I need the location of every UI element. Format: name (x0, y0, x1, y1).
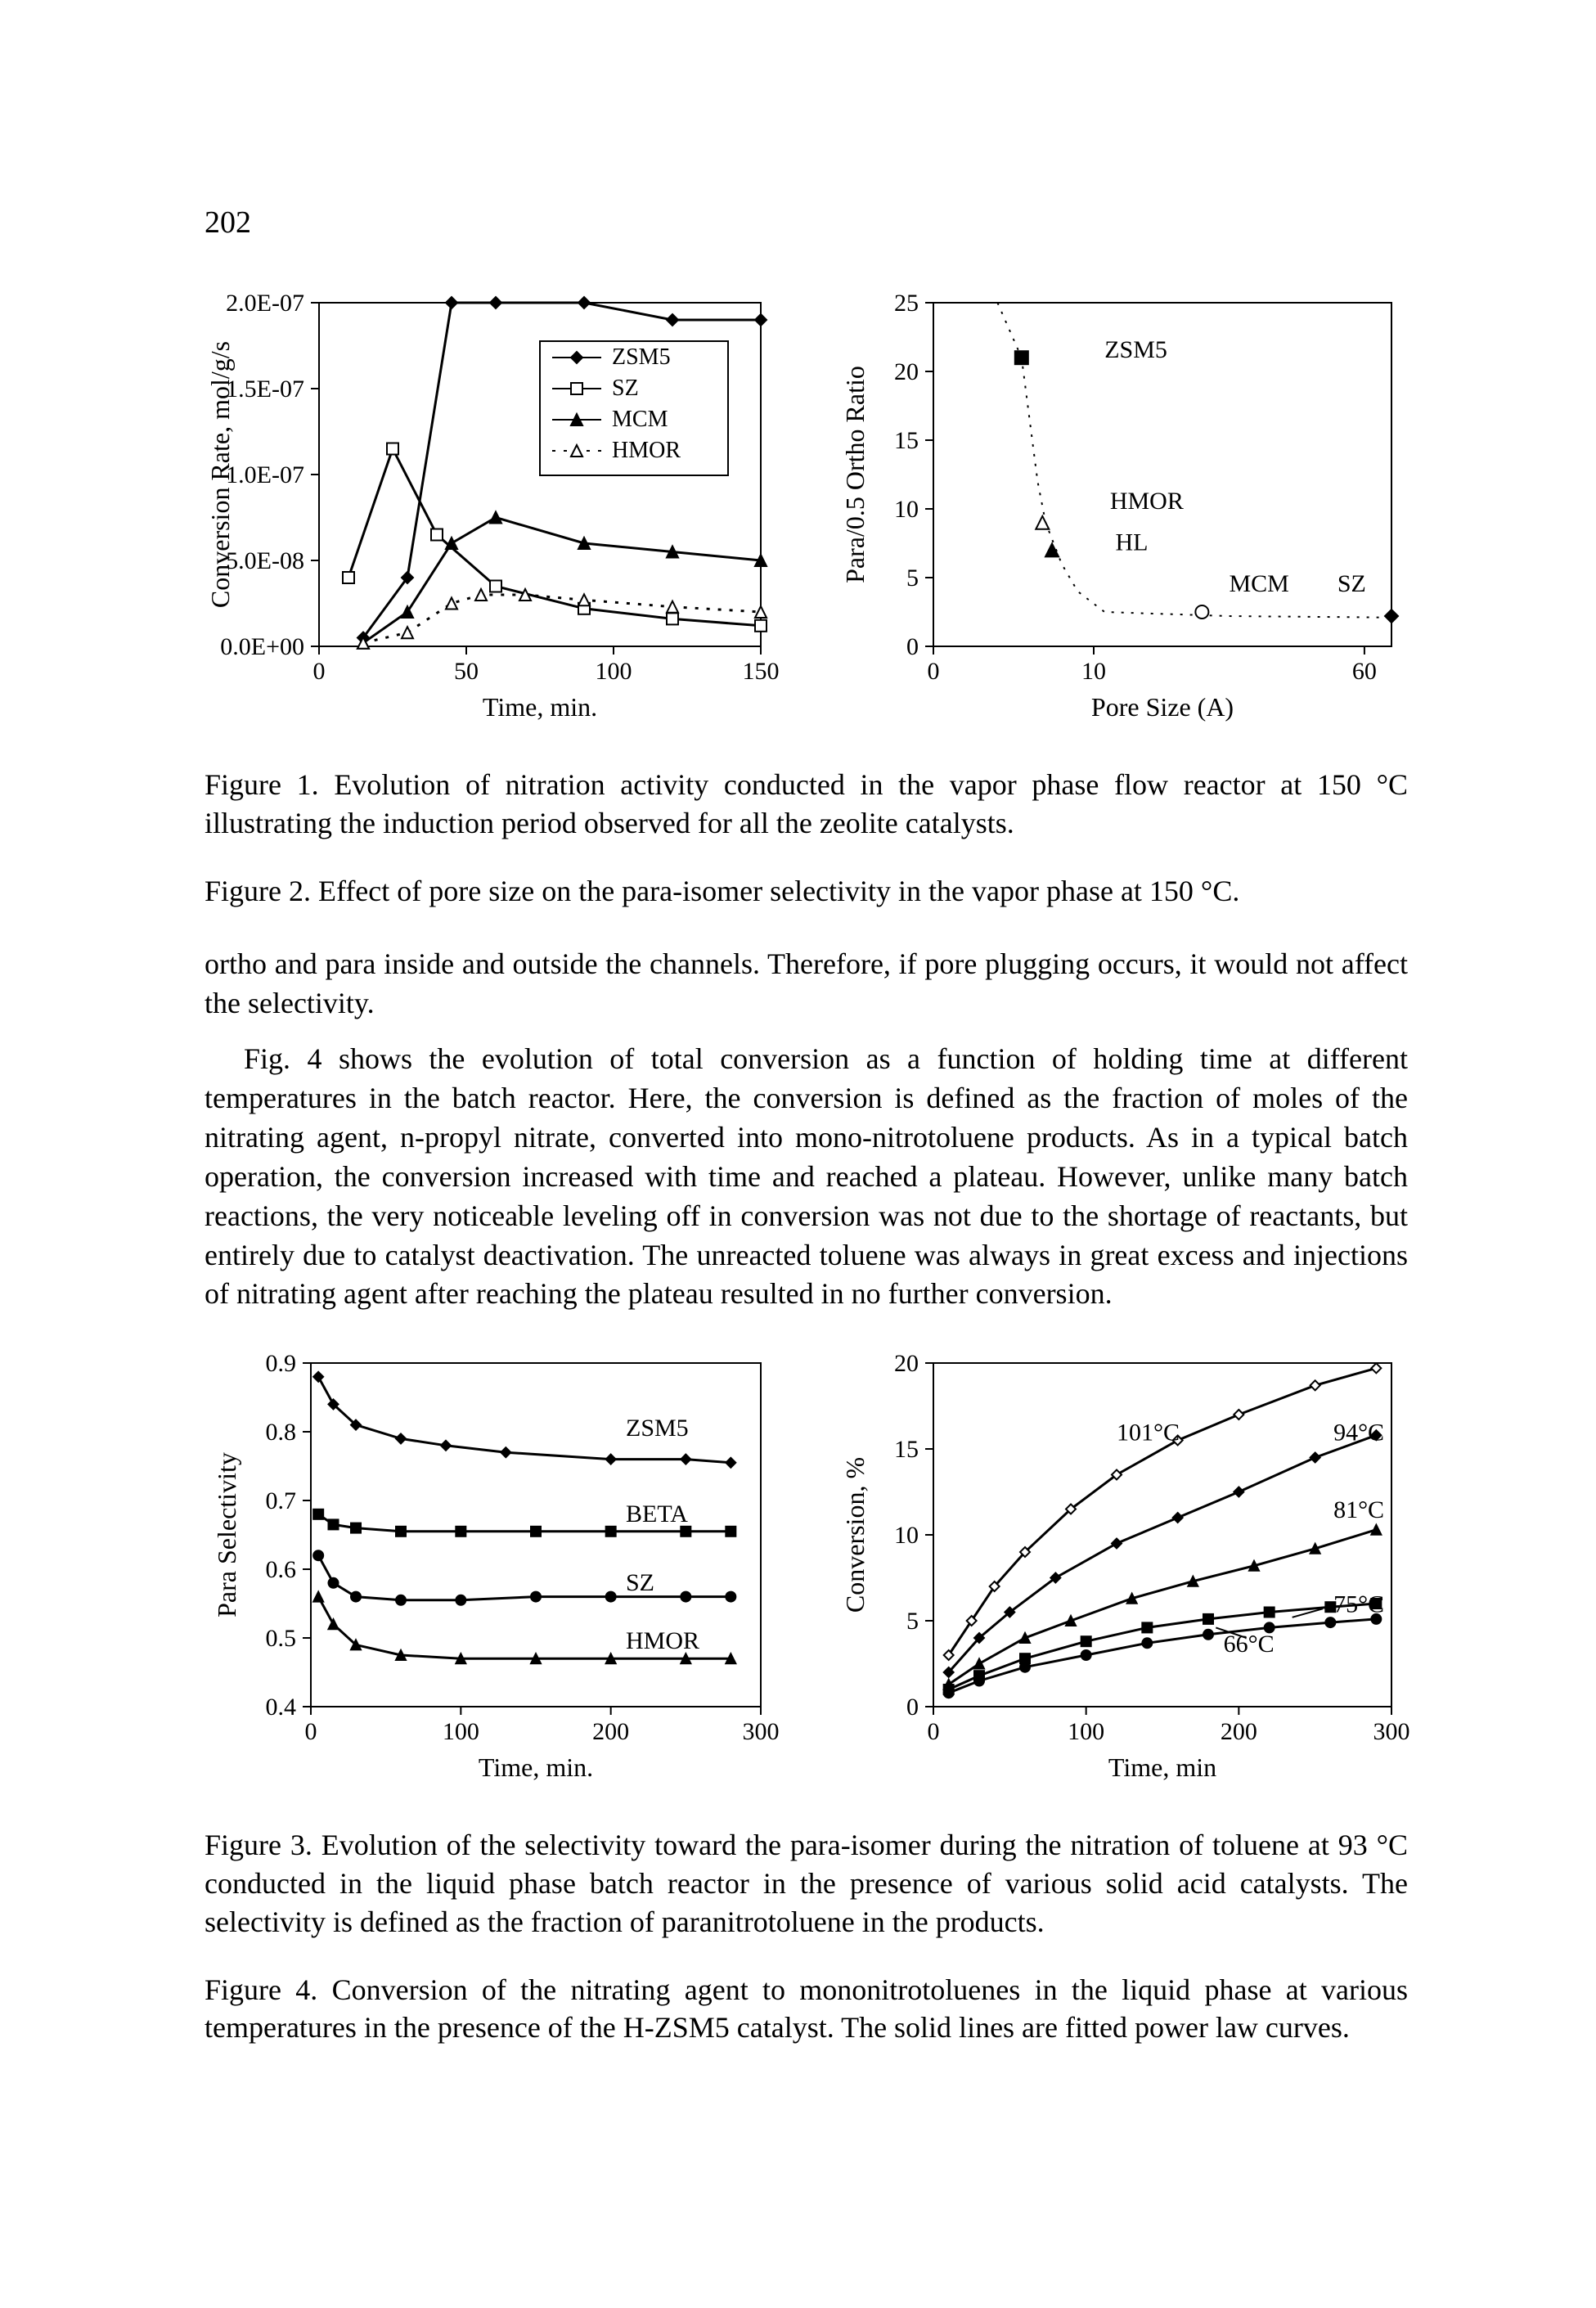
svg-text:75°C: 75°C (1333, 1591, 1384, 1618)
svg-text:5: 5 (906, 565, 919, 592)
figure-3-caption: Figure 3. Evolution of the selectivity t… (205, 1826, 1408, 1941)
figures-row-2: 01002003000.40.50.60.70.80.9Time, min.Pa… (205, 1347, 1408, 1797)
svg-text:0.6: 0.6 (266, 1556, 297, 1583)
svg-text:MCM: MCM (612, 407, 668, 432)
svg-text:0: 0 (313, 658, 326, 685)
figure-2: 0 10 60 0 5 10 15 20 25 Pore Size (A) Para/0.5 Ort… (835, 286, 1408, 736)
svg-text:300: 300 (743, 1718, 780, 1745)
svg-text:SZ: SZ (612, 376, 639, 401)
svg-text:0: 0 (906, 1694, 919, 1721)
svg-text:SZ: SZ (1337, 570, 1366, 597)
svg-text:1.0E-07: 1.0E-07 (226, 461, 304, 488)
svg-text:200: 200 (592, 1718, 629, 1745)
svg-text:300: 300 (1373, 1718, 1410, 1745)
svg-text:ZSM5: ZSM5 (612, 344, 671, 370)
svg-text:0: 0 (928, 1718, 940, 1745)
svg-text:SZ: SZ (626, 1569, 654, 1596)
svg-text:81°C: 81°C (1333, 1496, 1384, 1523)
svg-text:10: 10 (1081, 658, 1106, 685)
svg-text:Time, min.: Time, min. (479, 1752, 593, 1782)
figure-4-caption: Figure 4. Conversion of the nitrating ag… (205, 1971, 1408, 2048)
svg-text:150: 150 (743, 658, 780, 685)
svg-text:20: 20 (894, 1350, 919, 1377)
svg-text:5.0E-08: 5.0E-08 (226, 547, 304, 574)
paragraph-1: ortho and para inside and outside the ch… (205, 945, 1408, 1024)
svg-text:50: 50 (454, 658, 479, 685)
svg-text:0.9: 0.9 (266, 1350, 297, 1377)
svg-text:15: 15 (894, 1436, 919, 1463)
figures-row-1: 0501001500.0E+005.0E-081.0E-071.5E-072.0… (205, 286, 1408, 736)
svg-text:HMOR: HMOR (626, 1627, 699, 1654)
figure-1-caption: Figure 1. Evolution of nitration activit… (205, 766, 1408, 843)
paragraph-2: Fig. 4 shows the evolution of total conv… (205, 1040, 1408, 1314)
svg-text:Time, min: Time, min (1108, 1752, 1216, 1782)
svg-text:10: 10 (894, 496, 919, 523)
svg-text:0: 0 (928, 658, 940, 685)
svg-text:Conversion, %: Conversion, % (840, 1457, 870, 1613)
svg-text:Conversion Rate, mol/g/s: Conversion Rate, mol/g/s (205, 341, 235, 608)
svg-text:0.7: 0.7 (266, 1487, 297, 1514)
figure-1: 0 50 100 150 0.0E+00 5.0E-08 1.0E-07 1.5E-07 2.0… (205, 286, 777, 736)
svg-text:66°C: 66°C (1224, 1631, 1275, 1658)
svg-text:2.0E-07: 2.0E-07 (226, 290, 304, 317)
svg-text:0: 0 (305, 1718, 317, 1745)
svg-text:0.4: 0.4 (266, 1694, 297, 1721)
svg-text:10: 10 (894, 1522, 919, 1549)
svg-text:200: 200 (1221, 1718, 1257, 1745)
svg-text:Para/0.5 Ortho Ratio: Para/0.5 Ortho Ratio (840, 366, 870, 583)
svg-text:ZSM5: ZSM5 (626, 1415, 689, 1442)
svg-text:HL: HL (1115, 529, 1148, 556)
svg-text:ZSM5: ZSM5 (1104, 336, 1167, 363)
figure-4: 0 100 200 300 0 5 10 15 20 Time, min Conversion, %… (835, 1347, 1408, 1797)
svg-text:0: 0 (906, 633, 919, 660)
svg-text:Para Selectivity: Para Selectivity (212, 1452, 241, 1617)
svg-text:94°C: 94°C (1333, 1419, 1384, 1446)
page: 202 0501001500.0E+005.0E-081.0E-071.5E-0… (0, 0, 1596, 2308)
svg-text:5: 5 (906, 1608, 919, 1635)
svg-text:0.5: 0.5 (266, 1625, 297, 1652)
svg-text:0.0E+00: 0.0E+00 (220, 633, 304, 660)
svg-text:1.5E-07: 1.5E-07 (226, 376, 304, 403)
svg-text:MCM: MCM (1229, 570, 1288, 597)
svg-text:25: 25 (894, 290, 919, 317)
figure-2-caption: Figure 2. Effect of pore size on the par… (205, 872, 1408, 911)
svg-text:Time, min.: Time, min. (483, 692, 597, 722)
svg-text:100: 100 (1068, 1718, 1104, 1745)
svg-text:Pore Size (A): Pore Size (A) (1091, 692, 1234, 722)
svg-text:60: 60 (1352, 658, 1377, 685)
svg-text:0.8: 0.8 (266, 1419, 297, 1446)
svg-text:15: 15 (894, 427, 919, 454)
svg-text:BETA: BETA (626, 1500, 688, 1527)
svg-text:100: 100 (596, 658, 632, 685)
svg-text:20: 20 (894, 358, 919, 385)
svg-text:101°C: 101°C (1117, 1419, 1180, 1446)
svg-text:HMOR: HMOR (612, 438, 681, 463)
page-number: 202 (205, 205, 251, 241)
svg-text:100: 100 (443, 1718, 479, 1745)
svg-text:HMOR: HMOR (1110, 488, 1184, 515)
figure-3: 0 100 200 300 0.4 0.5 0.6 0.7 0.8 0.9 Time, min. Pa… (205, 1347, 777, 1797)
